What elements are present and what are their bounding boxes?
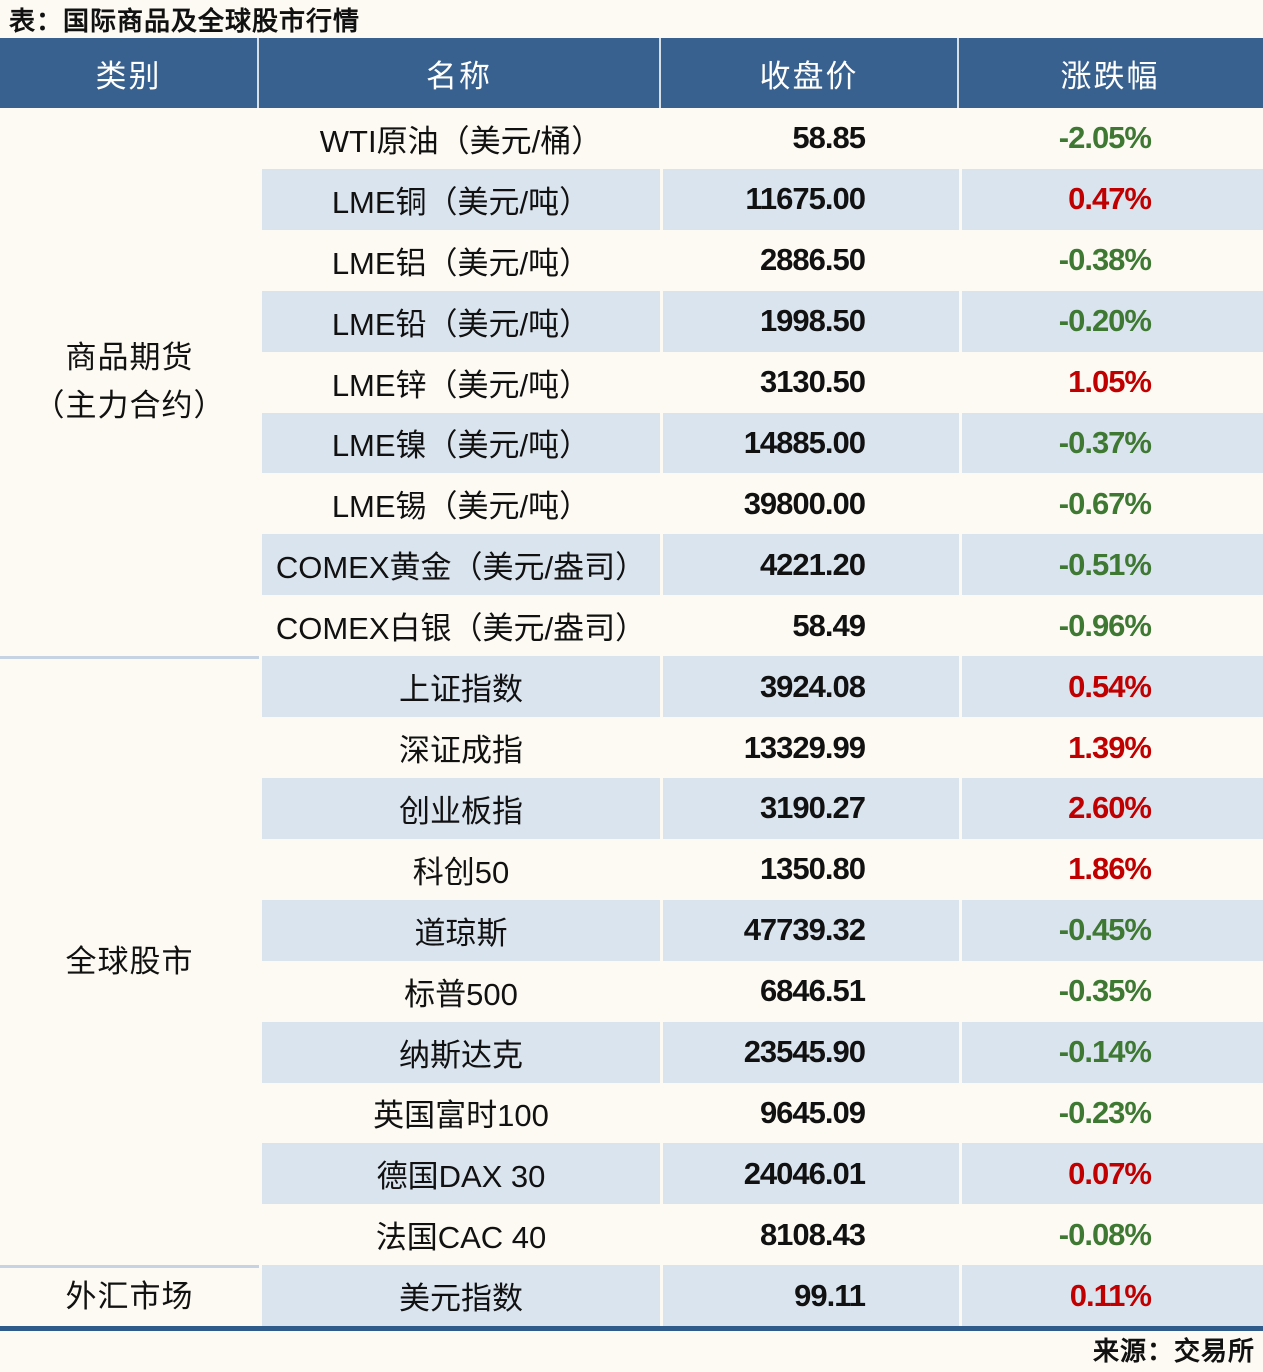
- category-column: 商品期货 （主力合约） 全球股市外汇市场: [0, 108, 259, 1326]
- category-label-line: 全球股市: [65, 944, 194, 980]
- change-percent-cell: 2.60%: [962, 777, 1263, 839]
- close-price-cell: 58.49: [792, 607, 866, 643]
- close-price-cell: 99.11: [663, 1265, 959, 1327]
- close-price-cell: 11675.00: [663, 168, 959, 230]
- close-price-cell: 1350.80: [759, 851, 866, 887]
- change-percent-cell: -0.08%: [1058, 1216, 1152, 1252]
- name-cell: 标普500: [404, 976, 518, 1012]
- name-cell: 科创50: [412, 854, 510, 890]
- close-price-cell: 3924.08: [663, 656, 959, 718]
- close-price-cell: 4221.20: [663, 534, 959, 596]
- change-percent-cell: 0.47%: [962, 168, 1263, 230]
- name-cell: LME铜（美元/吨）: [262, 168, 660, 230]
- change-percent-cell: -0.67%: [1058, 485, 1152, 521]
- category-label-line: （主力合约）: [33, 388, 226, 424]
- table-row: 德国DAX 30 24046.01 0.07%: [259, 1143, 1263, 1205]
- category-label-line: 商品期货: [65, 340, 194, 375]
- table-row: 深证成指 13329.99 1.39%: [259, 717, 1263, 778]
- close-price-cell: 3130.50: [759, 364, 866, 400]
- close-price-cell: 9645.09: [759, 1094, 866, 1130]
- table-row: LME铜（美元/吨） 11675.00 0.47%: [259, 168, 1263, 230]
- close-price-cell: 8108.43: [759, 1216, 866, 1252]
- close-price-cell: 23545.90: [663, 1021, 959, 1083]
- category-label-line: 外汇市场: [65, 1279, 194, 1315]
- page-title: 表：国际商品及全球股市行情: [9, 5, 361, 36]
- table-body: 商品期货 （主力合约） 全球股市外汇市场 WTI原油（美元/桶） 58.85 -2.05…: [0, 108, 1263, 1331]
- table-row: WTI原油（美元/桶） 58.85 -2.05%: [259, 108, 1263, 169]
- change-percent-cell: -0.37%: [962, 412, 1263, 474]
- name-cell: 上证指数: [262, 656, 660, 718]
- change-percent-cell: 0.07%: [962, 1143, 1263, 1205]
- table-row: 标普500 6846.51 -0.35%: [259, 960, 1263, 1022]
- name-cell: WTI原油（美元/桶）: [319, 123, 603, 159]
- table-row: LME铅（美元/吨） 1998.50 -0.20%: [259, 290, 1263, 352]
- change-percent-cell: 0.54%: [962, 656, 1263, 718]
- change-percent-cell: -0.35%: [1058, 973, 1152, 1009]
- close-price-cell: 1998.50: [663, 290, 959, 352]
- name-cell: LME锌（美元/吨）: [331, 367, 591, 403]
- change-percent-cell: -0.23%: [1058, 1094, 1152, 1130]
- table-row: 美元指数 99.11 0.11%: [259, 1265, 1263, 1327]
- name-cell: 美元指数: [262, 1265, 660, 1327]
- name-cell: LME铅（美元/吨）: [262, 290, 660, 352]
- name-cell: LME镍（美元/吨）: [262, 412, 660, 474]
- change-percent-cell: -2.05%: [1058, 120, 1152, 156]
- table-row: COMEX黄金（美元/盎司） 4221.20 -0.51%: [259, 534, 1263, 596]
- change-percent-cell: -0.96%: [1058, 607, 1152, 643]
- change-percent-cell: -0.38%: [1058, 242, 1152, 278]
- table-row: COMEX白银（美元/盎司） 58.49 -0.96%: [259, 595, 1263, 657]
- close-price-cell: 47739.32: [663, 899, 959, 961]
- category-cell: 外汇市场: [0, 1265, 259, 1326]
- name-cell: COMEX黄金（美元/盎司）: [262, 534, 660, 596]
- close-price-cell: 13329.99: [743, 729, 866, 765]
- close-price-cell: 3190.27: [663, 777, 959, 839]
- name-cell: 德国DAX 30: [262, 1143, 660, 1205]
- source-note: 来源：交易所: [1092, 1335, 1255, 1366]
- category-cell: 全球股市: [0, 656, 259, 1265]
- table-row: LME镍（美元/吨） 14885.00 -0.37%: [259, 412, 1263, 474]
- close-price-cell: 58.85: [792, 120, 866, 156]
- table-row: 英国富时100 9645.09 -0.23%: [259, 1082, 1263, 1144]
- name-cell: 创业板指: [262, 777, 660, 839]
- change-percent-cell: 1.86%: [1068, 851, 1152, 887]
- header-cell-name: 名称: [259, 38, 661, 108]
- name-cell: 英国富时100: [373, 1098, 549, 1134]
- name-cell: 纳斯达克: [262, 1021, 660, 1083]
- change-percent-cell: -0.14%: [962, 1021, 1263, 1083]
- close-price-cell: 2886.50: [759, 242, 866, 278]
- table-row: 法国CAC 40 8108.43 -0.08%: [259, 1204, 1263, 1266]
- table-row: LME铝（美元/吨） 2886.50 -0.38%: [259, 229, 1263, 291]
- table-row: 道琼斯 47739.32 -0.45%: [259, 899, 1263, 961]
- change-percent-cell: -0.20%: [962, 290, 1263, 352]
- close-price-cell: 6846.51: [759, 973, 866, 1009]
- table-header-row: 类别 名称 收盘价 涨跌幅: [0, 38, 1263, 108]
- change-percent-cell: -0.51%: [962, 534, 1263, 596]
- market-table: 类别 名称 收盘价 涨跌幅 商品期货 （主力合约） 全球股市外汇市场 WTI原油（美…: [0, 38, 1263, 1331]
- name-cell: LME锡（美元/吨）: [331, 489, 591, 525]
- category-cell: 商品期货 （主力合约）: [0, 108, 259, 656]
- table-row: 纳斯达克 23545.90 -0.14%: [259, 1021, 1263, 1083]
- close-price-cell: 24046.01: [663, 1143, 959, 1205]
- change-percent-cell: -0.45%: [962, 899, 1263, 961]
- table-row: 上证指数 3924.08 0.54%: [259, 656, 1263, 718]
- table-row: 创业板指 3190.27 2.60%: [259, 777, 1263, 839]
- name-cell: 法国CAC 40: [375, 1220, 547, 1256]
- change-percent-cell: 1.05%: [1068, 364, 1152, 400]
- change-percent-cell: 1.39%: [1068, 729, 1152, 765]
- close-price-cell: 14885.00: [663, 412, 959, 474]
- name-cell: 道琼斯: [262, 899, 660, 961]
- name-cell: 深证成指: [399, 733, 523, 769]
- table-row: 科创50 1350.80 1.86%: [259, 838, 1263, 900]
- change-percent-cell: 0.11%: [962, 1265, 1263, 1327]
- header-cell-change: 涨跌幅: [1060, 58, 1160, 94]
- name-cell: LME铝（美元/吨）: [331, 245, 591, 281]
- rows-column: WTI原油（美元/桶） 58.85 -2.05% LME铜（美元/吨） 11675.00…: [259, 108, 1263, 1327]
- header-cell-close: 收盘价: [661, 38, 959, 108]
- table-row: LME锡（美元/吨） 39800.00 -0.67%: [259, 473, 1263, 535]
- table-row: LME锌（美元/吨） 3130.50 1.05%: [259, 351, 1263, 413]
- close-price-cell: 39800.00: [743, 485, 866, 521]
- name-cell: COMEX白银（美元/盎司）: [275, 611, 647, 647]
- header-cell-category: 类别: [0, 38, 259, 108]
